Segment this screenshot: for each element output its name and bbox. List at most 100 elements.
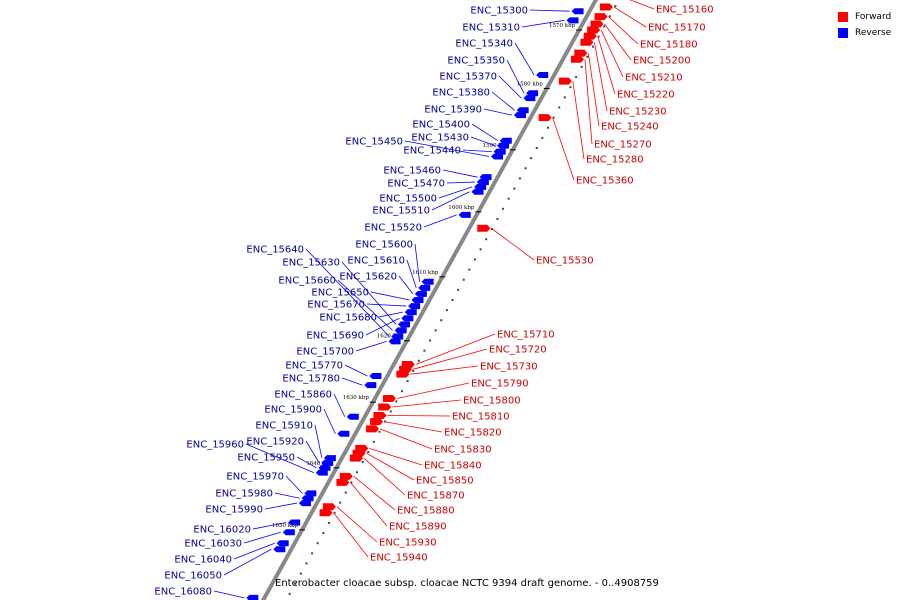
reverse-gene-glyph[interactable] xyxy=(536,72,549,79)
reverse-gene-glyph[interactable] xyxy=(364,382,377,389)
forward-gene-label[interactable]: ENC_15820 xyxy=(444,428,502,439)
reverse-gene-glyph[interactable] xyxy=(526,90,539,97)
forward-gene-label[interactable]: ENC_15790 xyxy=(471,379,529,390)
reverse-gene-glyph[interactable] xyxy=(388,338,401,345)
reverse-gene-glyph[interactable] xyxy=(476,179,489,186)
reverse-gene-glyph[interactable] xyxy=(516,107,529,114)
forward-gene-label[interactable]: ENC_15530 xyxy=(536,256,594,267)
forward-gene-label[interactable]: ENC_15170 xyxy=(648,23,706,34)
reverse-gene-label[interactable]: ENC_15500 xyxy=(379,194,437,205)
forward-gene-glyph[interactable] xyxy=(382,394,396,402)
reverse-gene-label[interactable]: ENC_15460 xyxy=(383,166,441,177)
reverse-gene-label[interactable]: ENC_15600 xyxy=(355,240,413,251)
reverse-gene-glyph[interactable] xyxy=(282,529,295,536)
forward-gene-label[interactable]: ENC_15930 xyxy=(379,538,437,549)
forward-gene-glyph[interactable] xyxy=(477,224,491,232)
reverse-gene-glyph[interactable] xyxy=(479,174,492,181)
reverse-gene-glyph[interactable] xyxy=(493,148,506,155)
reverse-gene-label[interactable]: ENC_15990 xyxy=(205,505,263,516)
reverse-gene-label[interactable]: ENC_15350 xyxy=(447,56,505,67)
forward-gene-label[interactable]: ENC_15270 xyxy=(594,140,652,151)
reverse-gene-label[interactable]: ENC_15650 xyxy=(311,288,369,299)
forward-gene-label[interactable]: ENC_15200 xyxy=(633,56,691,67)
reverse-gene-label[interactable]: ENC_15380 xyxy=(432,88,490,99)
forward-gene-glyph[interactable] xyxy=(599,3,613,11)
reverse-gene-glyph[interactable] xyxy=(414,290,427,297)
forward-gene-glyph[interactable] xyxy=(583,32,597,40)
reverse-gene-glyph[interactable] xyxy=(513,112,526,119)
reverse-gene-label[interactable]: ENC_15690 xyxy=(306,331,364,342)
reverse-gene-label[interactable]: ENC_15630 xyxy=(282,258,340,269)
reverse-gene-label[interactable]: ENC_15680 xyxy=(319,313,377,324)
forward-gene-label[interactable]: ENC_15880 xyxy=(397,506,455,517)
reverse-gene-glyph[interactable] xyxy=(491,153,504,160)
reverse-gene-label[interactable]: ENC_15910 xyxy=(255,421,313,432)
forward-gene-glyph[interactable] xyxy=(574,49,588,57)
reverse-gene-glyph[interactable] xyxy=(404,309,417,316)
reverse-gene-label[interactable]: ENC_15700 xyxy=(296,347,354,358)
forward-gene-label[interactable]: ENC_15160 xyxy=(656,5,714,16)
reverse-gene-glyph[interactable] xyxy=(418,284,431,291)
forward-gene-glyph[interactable] xyxy=(370,418,384,426)
reverse-gene-label[interactable]: ENC_15780 xyxy=(282,374,340,385)
reverse-gene-glyph[interactable] xyxy=(288,519,301,526)
forward-gene-glyph[interactable] xyxy=(322,503,336,511)
reverse-gene-label[interactable]: ENC_15860 xyxy=(274,390,332,401)
reverse-gene-glyph[interactable] xyxy=(497,142,510,149)
forward-gene-glyph[interactable] xyxy=(336,478,350,486)
reverse-gene-glyph[interactable] xyxy=(421,278,434,285)
forward-gene-glyph[interactable] xyxy=(558,77,572,85)
reverse-gene-glyph[interactable] xyxy=(408,303,421,310)
forward-gene-label[interactable]: ENC_15360 xyxy=(576,176,634,187)
reverse-gene-label[interactable]: ENC_15610 xyxy=(347,256,405,267)
forward-gene-glyph[interactable] xyxy=(349,454,363,462)
reverse-gene-glyph[interactable] xyxy=(566,17,579,24)
reverse-gene-label[interactable]: ENC_15430 xyxy=(411,133,469,144)
reverse-gene-label[interactable]: ENC_15900 xyxy=(264,405,322,416)
forward-gene-label[interactable]: ENC_15800 xyxy=(463,396,521,407)
reverse-gene-glyph[interactable] xyxy=(391,333,404,340)
forward-gene-glyph[interactable] xyxy=(594,13,608,21)
forward-gene-label[interactable]: ENC_15710 xyxy=(497,330,555,341)
reverse-gene-label[interactable]: ENC_15950 xyxy=(237,453,295,464)
reverse-gene-glyph[interactable] xyxy=(401,315,414,322)
reverse-gene-label[interactable]: ENC_15340 xyxy=(455,39,513,50)
reverse-gene-glyph[interactable] xyxy=(523,95,536,102)
forward-gene-label[interactable]: ENC_15210 xyxy=(625,73,683,84)
reverse-gene-label[interactable]: ENC_16030 xyxy=(184,539,242,550)
reverse-gene-glyph[interactable] xyxy=(337,430,350,437)
forward-gene-glyph[interactable] xyxy=(373,412,387,420)
forward-gene-label[interactable]: ENC_15240 xyxy=(601,122,659,133)
reverse-gene-glyph[interactable] xyxy=(411,297,424,303)
reverse-gene-glyph[interactable] xyxy=(394,327,407,334)
forward-gene-label[interactable]: ENC_15220 xyxy=(617,90,675,101)
reverse-gene-glyph[interactable] xyxy=(474,183,487,190)
reverse-gene-glyph[interactable] xyxy=(315,469,328,476)
reverse-gene-label[interactable]: ENC_15470 xyxy=(387,179,445,190)
forward-gene-label[interactable]: ENC_15180 xyxy=(640,40,698,51)
forward-gene-glyph[interactable] xyxy=(587,26,601,34)
forward-gene-label[interactable]: ENC_15940 xyxy=(370,553,428,564)
reverse-gene-glyph[interactable] xyxy=(323,455,336,462)
reverse-gene-label[interactable]: ENC_15300 xyxy=(470,6,528,17)
forward-gene-label[interactable]: ENC_15720 xyxy=(489,345,547,356)
forward-gene-glyph[interactable] xyxy=(580,38,594,46)
forward-gene-label[interactable]: ENC_15850 xyxy=(416,476,474,487)
reverse-gene-label[interactable]: ENC_15510 xyxy=(372,206,430,217)
reverse-gene-label[interactable]: ENC_15960 xyxy=(186,440,244,451)
forward-gene-label[interactable]: ENC_15830 xyxy=(434,445,492,456)
forward-gene-glyph[interactable] xyxy=(319,509,333,517)
reverse-gene-glyph[interactable] xyxy=(369,373,382,379)
forward-gene-label[interactable]: ENC_15870 xyxy=(407,491,465,502)
reverse-gene-glyph[interactable] xyxy=(273,546,286,553)
reverse-gene-glyph[interactable] xyxy=(301,495,314,502)
reverse-gene-glyph[interactable] xyxy=(298,500,311,507)
reverse-gene-label[interactable]: ENC_16080 xyxy=(154,587,212,598)
reverse-gene-glyph[interactable] xyxy=(318,464,331,471)
reverse-gene-glyph[interactable] xyxy=(246,594,259,600)
reverse-gene-label[interactable]: ENC_15440 xyxy=(403,146,461,157)
reverse-gene-label[interactable]: ENC_16050 xyxy=(164,571,222,582)
forward-gene-glyph[interactable] xyxy=(396,370,410,378)
reverse-gene-label[interactable]: ENC_15450 xyxy=(345,137,403,148)
reverse-gene-glyph[interactable] xyxy=(276,540,289,547)
